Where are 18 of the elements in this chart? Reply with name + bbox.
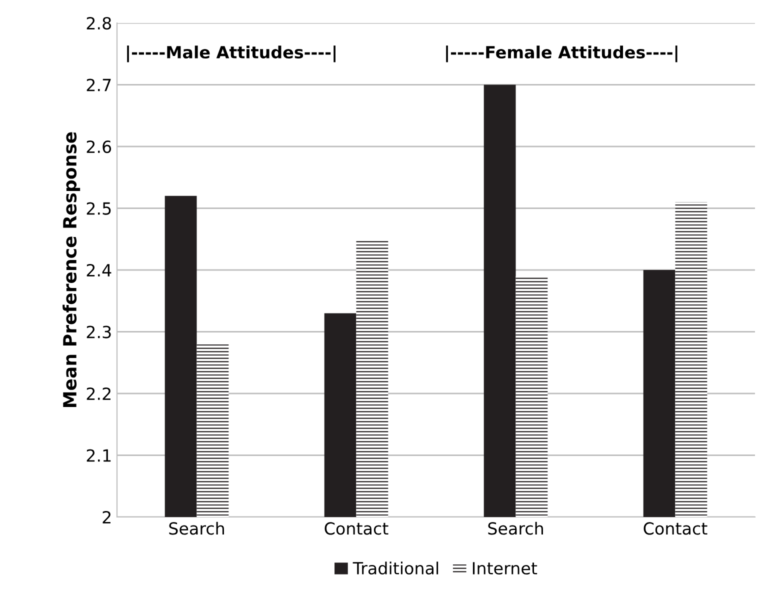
legend-label: Internet (472, 562, 538, 575)
y-tick-label: 2.8 (86, 16, 111, 30)
annotation: |-----Male Attitudes----| (127, 46, 336, 62)
y-tick-label: 2.1 (86, 449, 111, 462)
x-tick-label: Search (488, 522, 543, 535)
y-axis-title: Mean Preference Response (62, 132, 80, 408)
annotation: |-----Female Attitudes----| (446, 46, 678, 62)
y-tick-label: 2.3 (86, 326, 111, 338)
x-tick-label: Contact (324, 522, 388, 535)
y-tick-label: 2 (102, 510, 110, 524)
x-tick-label: Contact (644, 522, 708, 535)
legend-label: Traditional (352, 562, 438, 575)
x-tick-label: Search (169, 522, 224, 535)
y-tick-label: 2.7 (86, 78, 111, 92)
y-tick-label: 2.6 (86, 140, 112, 154)
y-tick-label: 2.5 (86, 202, 111, 215)
y-tick-label: 2.2 (86, 387, 110, 400)
y-tick-label: 2.4 (86, 264, 112, 276)
